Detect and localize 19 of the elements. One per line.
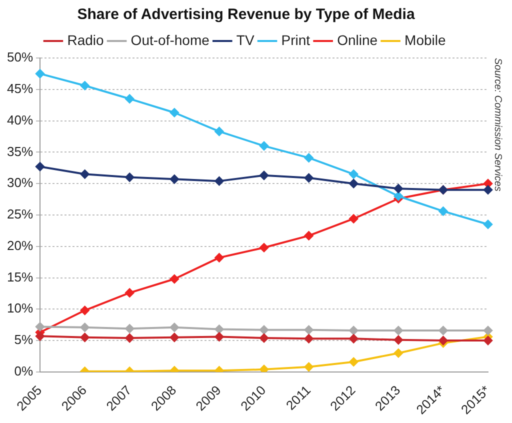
legend-label: Out-of-home — [130, 32, 210, 48]
y-tick-label: 0% — [14, 364, 34, 379]
y-tick-label: 10% — [6, 300, 34, 316]
y-tick-label: 25% — [6, 206, 34, 222]
legend-label: Online — [337, 32, 378, 48]
legend-label: TV — [236, 32, 255, 48]
chart-title: Share of Advertising Revenue by Type of Media — [77, 6, 416, 24]
legend-label: Radio — [67, 32, 104, 48]
y-tick-label: 40% — [6, 112, 34, 128]
legend-label: Mobile — [404, 32, 446, 48]
y-tick-label: 20% — [6, 238, 34, 253]
y-tick-label: 50% — [6, 50, 34, 65]
y-tick-label: 5% — [14, 332, 34, 348]
source-note: Source: Commission Services — [492, 58, 504, 192]
legend-label: Print — [281, 32, 310, 48]
y-tick-label: 35% — [6, 144, 34, 159]
y-tick-label: 45% — [6, 80, 34, 96]
y-tick-label: 15% — [6, 269, 34, 284]
y-tick-label: 30% — [6, 175, 34, 190]
